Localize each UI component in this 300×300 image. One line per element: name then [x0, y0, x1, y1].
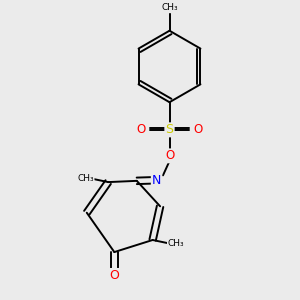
Text: CH₃: CH₃: [161, 4, 178, 13]
Text: O: O: [165, 149, 174, 162]
Text: O: O: [136, 123, 146, 136]
Text: S: S: [166, 123, 173, 136]
Text: O: O: [110, 269, 119, 282]
Text: CH₃: CH₃: [168, 239, 184, 248]
Text: O: O: [193, 123, 203, 136]
Text: N: N: [152, 174, 161, 187]
Text: CH₃: CH₃: [77, 174, 94, 183]
